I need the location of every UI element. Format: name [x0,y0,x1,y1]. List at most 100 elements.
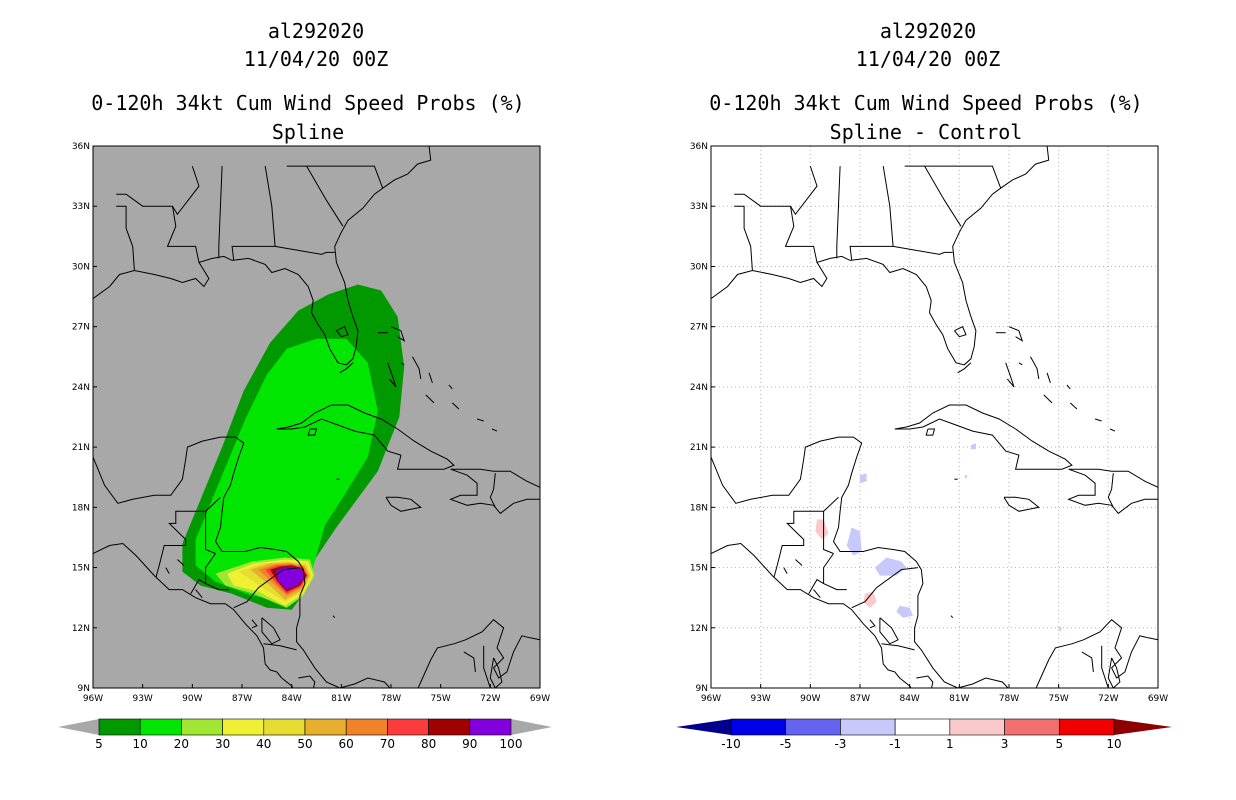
y-tick-label: 30N [690,262,708,272]
colorbar-label: 90 [462,737,477,751]
border-line [298,675,316,688]
coastline [1107,657,1121,688]
coastline [711,436,1158,688]
x-tick-label: 96W [83,694,103,704]
coastline [1008,326,1024,342]
contour--3to-1 [846,527,862,556]
x-tick-label: 72W [1098,694,1118,704]
border-line [172,165,200,216]
colorbar-swatch [730,718,787,736]
contour--3to-1 [896,605,913,618]
border-line [205,553,229,591]
y-tick-label: 15N [72,564,90,574]
colorbar-swatch [428,718,471,736]
border-line [1019,694,1022,710]
coastline [783,567,788,574]
axis-ticks: 96W 93W 90W 87W 84W 81W 78W 75W 72W 69W 36N 33N 30N 2… [72,142,550,704]
coastline [1043,394,1053,404]
coastline [1003,496,1040,512]
coastline [1094,418,1102,422]
x-tick-label: 84W [281,694,301,704]
contour--3to-1 [964,475,968,480]
x-tick-label: 69W [530,694,550,704]
coastline [894,404,1073,470]
init-time: 11/04/20 00Z [856,47,1001,71]
coastline [869,619,876,629]
y-tick-label: 24N [72,383,90,393]
coastline [251,619,258,629]
border-line [218,166,223,259]
coastline [195,589,203,599]
border-line [904,165,1002,189]
colorbar-swatch [222,718,265,736]
axis-ticks: 96W 93W 90W 87W 84W 81W 78W 75W 72W 69W 36N 33N 30N 2… [690,142,1168,704]
coastline [1066,384,1071,390]
border-line [881,643,915,651]
x-tick-label: 72W [480,694,500,704]
colorbar-under-arrow [58,719,99,735]
colorbar-label: 80 [421,737,436,751]
border-line [275,245,335,255]
border-line [773,510,834,578]
y-tick-label: 33N [72,202,90,212]
colorbar-label: 60 [339,737,354,751]
colorbar-swatch [304,718,347,736]
chart-subtitle: Spline - Control [830,120,1023,144]
coastlines [711,146,1158,710]
x-tick-label: 75W [430,694,450,704]
colorbar-label: 40 [256,737,271,751]
x-tick-label: 87W [232,694,252,704]
colorbar-swatch [181,718,223,736]
border-line [116,193,200,263]
coastline [1067,468,1158,515]
colorbar-label: -3 [834,737,846,751]
border-line [233,567,300,609]
border-line [823,553,847,591]
coastline [476,418,484,422]
coastline [954,326,967,338]
colorbar: -10 -5 -3 -1 1 3 5 10 [676,718,1172,751]
x-tick-label: 75W [1048,694,1068,704]
colorbar-label: 5 [95,737,103,751]
y-tick-label: 36N [72,142,90,152]
x-tick-label: 81W [331,694,351,704]
coastline [879,617,899,645]
coastline [390,326,406,342]
colorbar-label: -1 [889,737,901,751]
x-tick-label: 78W [999,694,1019,704]
colorbar-swatch [894,718,951,736]
y-tick-label: 9N [696,684,708,694]
y-tick-label: 30N [72,262,90,272]
colorbar-swatch [345,718,388,736]
colorbar-label: 100 [500,737,523,751]
chart-title: 0-120h 34kt Cum Wind Speed Probs (%) [91,91,524,115]
colorbar-swatch [1058,718,1115,736]
colorbar-label: 10 [133,737,148,751]
coastline [813,589,821,599]
x-tick-label: 69W [1148,694,1168,704]
border-line [836,166,841,259]
contour--3to-1 [894,565,902,572]
colorbar-swatch [263,718,306,736]
coastline [489,657,503,688]
grid-lines [711,146,1158,688]
coastline [93,436,540,688]
coastline [449,468,540,515]
x-tick-label: 93W [750,694,770,704]
border-line [924,165,962,227]
colorbar-over-arrow [1114,719,1172,735]
coastline [711,146,1050,366]
coastline [428,372,433,384]
storm-id: al292020 [880,19,976,43]
map-frame [92,145,541,689]
contour--3to-1 [860,473,867,484]
coastline [795,559,803,566]
coastline [385,496,422,512]
coastline [1109,428,1116,432]
border-line [790,165,818,216]
colorbar-label: 10 [1106,737,1121,751]
coastline [177,559,185,566]
coastline [93,542,294,688]
coastline [276,404,455,470]
border-line [306,165,344,227]
